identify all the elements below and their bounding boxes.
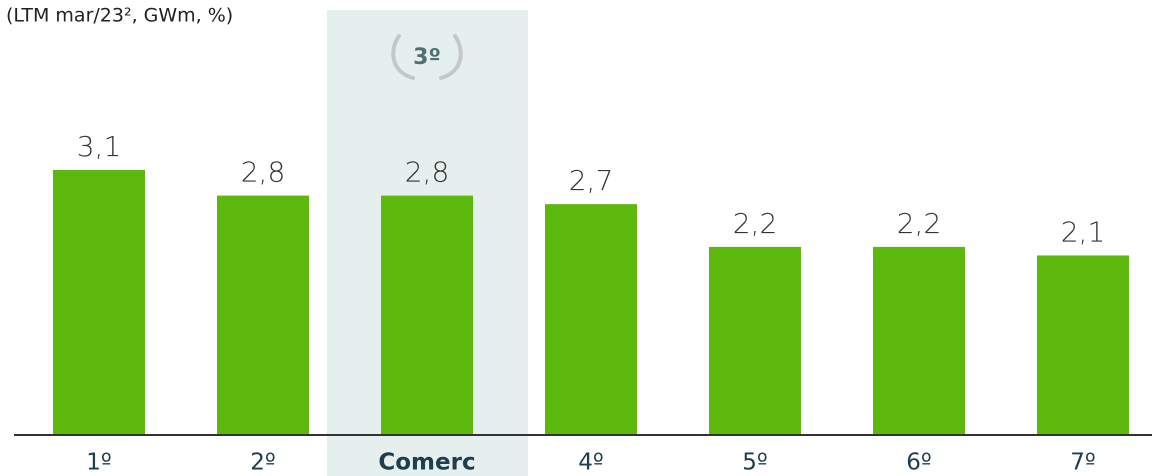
marks: 3,1 1º 2,8 2º 2,8 Comerc 2,7 4º 2,2 5º 2,2 6º 2,1 7º (53, 130, 1129, 476)
value-label: 2,1 (1061, 215, 1106, 248)
laurel-icon (391, 34, 463, 80)
laurel-right (439, 34, 463, 80)
value-label: 2,2 (897, 207, 942, 240)
x-tick-label: Comerc (378, 450, 475, 476)
laurel-left (391, 34, 415, 80)
x-tick-label: 4º (578, 450, 603, 476)
x-tick-label: 1º (86, 450, 111, 476)
value-label: 3,1 (77, 130, 122, 163)
x-tick-label: 2º (250, 450, 275, 476)
x-tick-label: 6º (906, 450, 931, 476)
bar (217, 195, 309, 435)
value-label: 2,8 (405, 156, 450, 189)
x-tick-label: 5º (742, 450, 767, 476)
bar (545, 204, 637, 435)
bar (1037, 255, 1129, 435)
chart-title: (LTM mar/23², GWm, %) (6, 5, 233, 27)
x-tick-label: 7º (1070, 450, 1095, 476)
bar (53, 169, 145, 435)
value-label: 2,8 (241, 156, 286, 189)
value-label: 2,2 (733, 207, 778, 240)
bar (381, 195, 473, 435)
bar (709, 246, 801, 435)
badge: 3º (413, 45, 441, 70)
value-label: 2,7 (569, 164, 614, 197)
bar (873, 246, 965, 435)
